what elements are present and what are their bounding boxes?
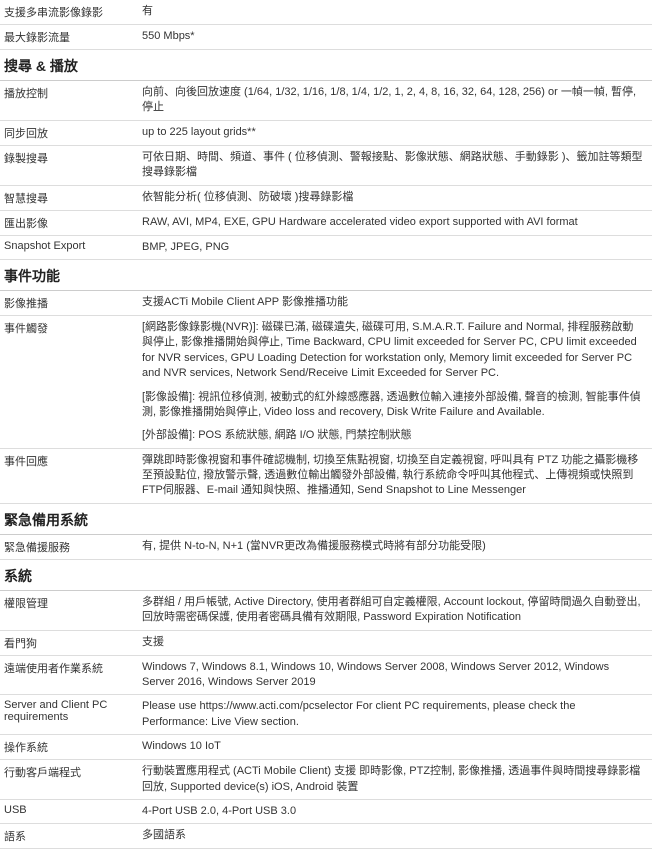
spec-row: 錄製搜尋可依日期、時間、頻道、事件 ( 位移偵測、警報接點、影像狀態、網路狀態、… [0,146,652,186]
spec-value: Windows 10 IoT [142,739,652,754]
section-header: 緊急備用系統 [0,504,652,535]
spec-label: 看門狗 [0,635,142,651]
spec-value: 有 [142,4,652,19]
spec-row: 同步回放up to 225 layout grids** [0,121,652,146]
spec-row: 影像推播支援ACTi Mobile Client APP 影像推播功能 [0,291,652,316]
spec-label: 支援多串流影像錄影 [0,4,142,20]
spec-value: 向前、向後回放速度 (1/64, 1/32, 1/16, 1/8, 1/4, 1… [142,85,652,116]
spec-value: 行動裝置應用程式 (ACTi Mobile Client) 支援 即時影像, P… [142,764,652,795]
spec-value: 支援 [142,635,652,650]
spec-label: 錄製搜尋 [0,150,142,166]
spec-value: Windows 7, Windows 8.1, Windows 10, Wind… [142,660,652,691]
spec-value: 彈跳即時影像視窗和事件確認機制, 切換至焦點視窗, 切換至自定義視窗, 呼叫具有… [142,453,652,499]
spec-row: 支援多串流影像錄影有 [0,0,652,25]
spec-row: Server and Client PC requirementsPlease … [0,695,652,735]
spec-table: 支援多串流影像錄影有最大錄影流量550 Mbps*搜尋 & 播放播放控制向前、向… [0,0,652,849]
spec-row: 最大錄影流量550 Mbps* [0,25,652,50]
spec-row: 語系多國語系 [0,824,652,849]
spec-label: 匯出影像 [0,215,142,231]
spec-value: [網路影像錄影機(NVR)]: 磁碟已滿, 磁碟遺失, 磁碟可用, S.M.A.… [142,320,652,444]
spec-value: 4-Port USB 2.0, 4-Port USB 3.0 [142,804,652,819]
spec-label: 智慧搜尋 [0,190,142,206]
spec-label: 同步回放 [0,125,142,141]
spec-row: Snapshot ExportBMP, JPEG, PNG [0,236,652,260]
spec-value: 支援ACTi Mobile Client APP 影像推播功能 [142,295,652,310]
spec-label: USB [0,804,142,816]
spec-label: Server and Client PC requirements [0,699,142,723]
spec-label: 事件回應 [0,453,142,469]
spec-label: 行動客戶端程式 [0,764,142,780]
spec-value-paragraph: [網路影像錄影機(NVR)]: 磁碟已滿, 磁碟遺失, 磁碟可用, S.M.A.… [142,320,644,382]
spec-row: 權限管理多群組 / 用戶帳號, Active Directory, 使用者群組可… [0,591,652,631]
spec-label: 事件觸發 [0,320,142,336]
spec-row: 緊急備援服務有, 提供 N-to-N, N+1 (當NVR更改為備援服務模式時將… [0,535,652,560]
section-header: 搜尋 & 播放 [0,50,652,81]
spec-row: USB4-Port USB 2.0, 4-Port USB 3.0 [0,800,652,824]
spec-label: 緊急備援服務 [0,539,142,555]
spec-row: 播放控制向前、向後回放速度 (1/64, 1/32, 1/16, 1/8, 1/… [0,81,652,121]
spec-value: 可依日期、時間、頻道、事件 ( 位移偵測、警報接點、影像狀態、網路狀態、手動錄影… [142,150,652,181]
section-header: 事件功能 [0,260,652,291]
spec-row: 遠端使用者作業系統Windows 7, Windows 8.1, Windows… [0,656,652,696]
spec-value: RAW, AVI, MP4, EXE, GPU Hardware acceler… [142,215,652,230]
spec-label: 影像推播 [0,295,142,311]
spec-label: 語系 [0,828,142,844]
spec-label: 播放控制 [0,85,142,101]
spec-value: 多群組 / 用戶帳號, Active Directory, 使用者群組可自定義權… [142,595,652,626]
spec-value: 多國語系 [142,828,652,843]
spec-label: 權限管理 [0,595,142,611]
spec-row: 事件回應彈跳即時影像視窗和事件確認機制, 切換至焦點視窗, 切換至自定義視窗, … [0,449,652,504]
spec-value-paragraph: [影像設備]: 視訊位移偵測, 被動式的紅外線感應器, 透過數位輸入連接外部設備… [142,390,644,421]
spec-row: 行動客戶端程式行動裝置應用程式 (ACTi Mobile Client) 支援 … [0,760,652,800]
spec-value: BMP, JPEG, PNG [142,240,652,255]
spec-row: 事件觸發[網路影像錄影機(NVR)]: 磁碟已滿, 磁碟遺失, 磁碟可用, S.… [0,316,652,449]
spec-value: 有, 提供 N-to-N, N+1 (當NVR更改為備援服務模式時將有部分功能受… [142,539,652,554]
spec-label: 操作系統 [0,739,142,755]
spec-value-paragraph: [外部設備]: POS 系統狀態, 網路 I/O 狀態, 門禁控制狀態 [142,428,644,443]
spec-label: Snapshot Export [0,240,142,252]
spec-value: up to 225 layout grids** [142,125,652,140]
spec-value: Please use https://www.acti.com/pcselect… [142,699,652,730]
section-header: 系統 [0,560,652,591]
spec-value: 550 Mbps* [142,29,652,44]
spec-row: 操作系統Windows 10 IoT [0,735,652,760]
spec-value: 依智能分析( 位移偵測、防破壞 )搜尋錄影檔 [142,190,652,205]
spec-label: 遠端使用者作業系統 [0,660,142,676]
spec-row: 匯出影像RAW, AVI, MP4, EXE, GPU Hardware acc… [0,211,652,236]
spec-label: 最大錄影流量 [0,29,142,45]
spec-row: 智慧搜尋依智能分析( 位移偵測、防破壞 )搜尋錄影檔 [0,186,652,211]
